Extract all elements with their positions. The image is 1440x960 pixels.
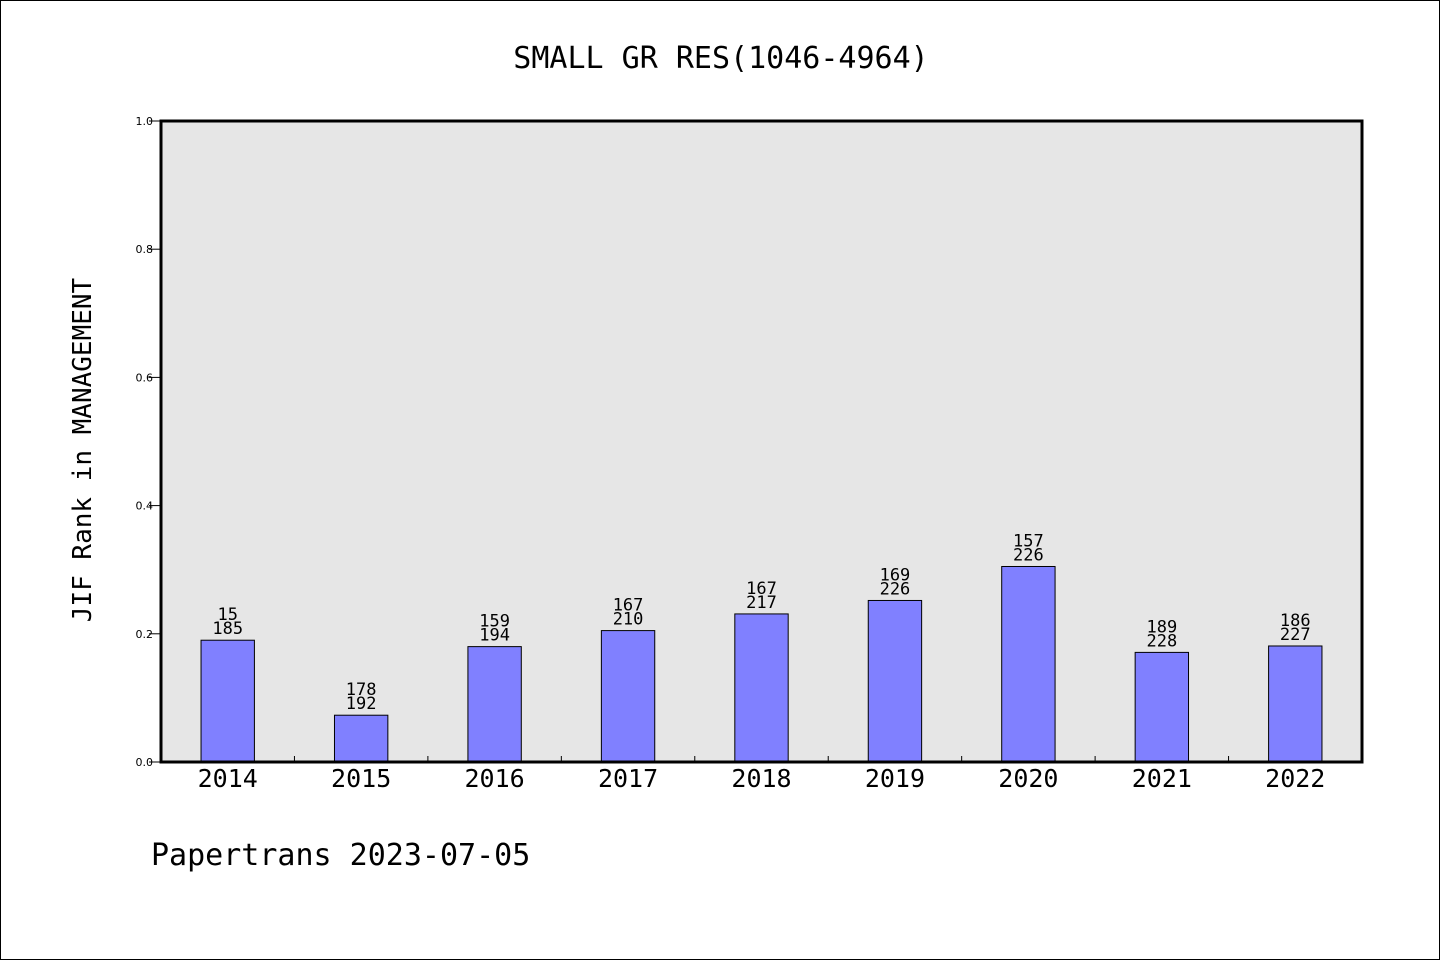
y-tick-label: 0.4 [136,500,154,513]
bar-label-total: 210 [613,610,644,630]
bar-2014 [200,639,255,763]
x-tick-label: 2014 [198,764,258,793]
bar-label-total: 226 [1013,545,1044,565]
x-tick-label: 2017 [598,764,658,793]
bar-label-total: 217 [746,593,777,613]
x-tick-label: 2021 [1132,764,1192,793]
bar-label-rank: 157 [1013,531,1044,551]
chart-title: SMALL GR RES(1046-4964) [513,41,928,76]
x-tick-label: 2018 [731,764,791,793]
y-tick-label: 0.8 [136,243,154,256]
x-tick-label: 2020 [998,764,1058,793]
bar-2016 [467,646,522,763]
bar-label-total: 226 [880,579,911,599]
footer-credit: Papertrans 2023-07-05 [151,838,530,873]
bar-2022 [1268,645,1323,763]
bar-label-total: 194 [479,626,510,646]
bar-label-rank: 167 [613,596,644,616]
y-tick-label: 1.0 [136,115,154,128]
x-tick-label: 2019 [865,764,925,793]
y-axis-label: JIF Rank in MANAGEMENT [68,277,98,622]
y-tick-label: 0.6 [136,371,154,384]
x-tick-label: 2022 [1265,764,1325,793]
bar-label-rank: 189 [1146,617,1177,637]
bar-label-rank: 15 [217,605,237,625]
x-tick-label: 2015 [331,764,391,793]
bar-2018 [734,613,789,763]
bar-2017 [600,630,656,763]
bar-2021 [1134,651,1190,763]
y-tick-label: 0.0 [136,756,154,769]
bar-2020 [1001,565,1056,763]
bar-label-total: 185 [212,619,243,639]
bar-2019 [867,599,923,763]
bar-2015 [333,714,389,763]
bar-label-total: 228 [1146,631,1177,651]
bar-label-rank: 167 [746,579,777,599]
bar-label-total: 192 [346,694,377,714]
plot-border [159,119,1364,764]
y-tick-label: 0.2 [136,628,154,641]
bar-label-rank: 178 [346,680,377,700]
bar-label-rank: 186 [1280,611,1311,631]
bar-label-total: 227 [1280,625,1311,645]
bar-label-rank: 169 [880,565,911,585]
bar-label-rank: 159 [479,612,510,632]
x-tick-label: 2016 [465,764,525,793]
